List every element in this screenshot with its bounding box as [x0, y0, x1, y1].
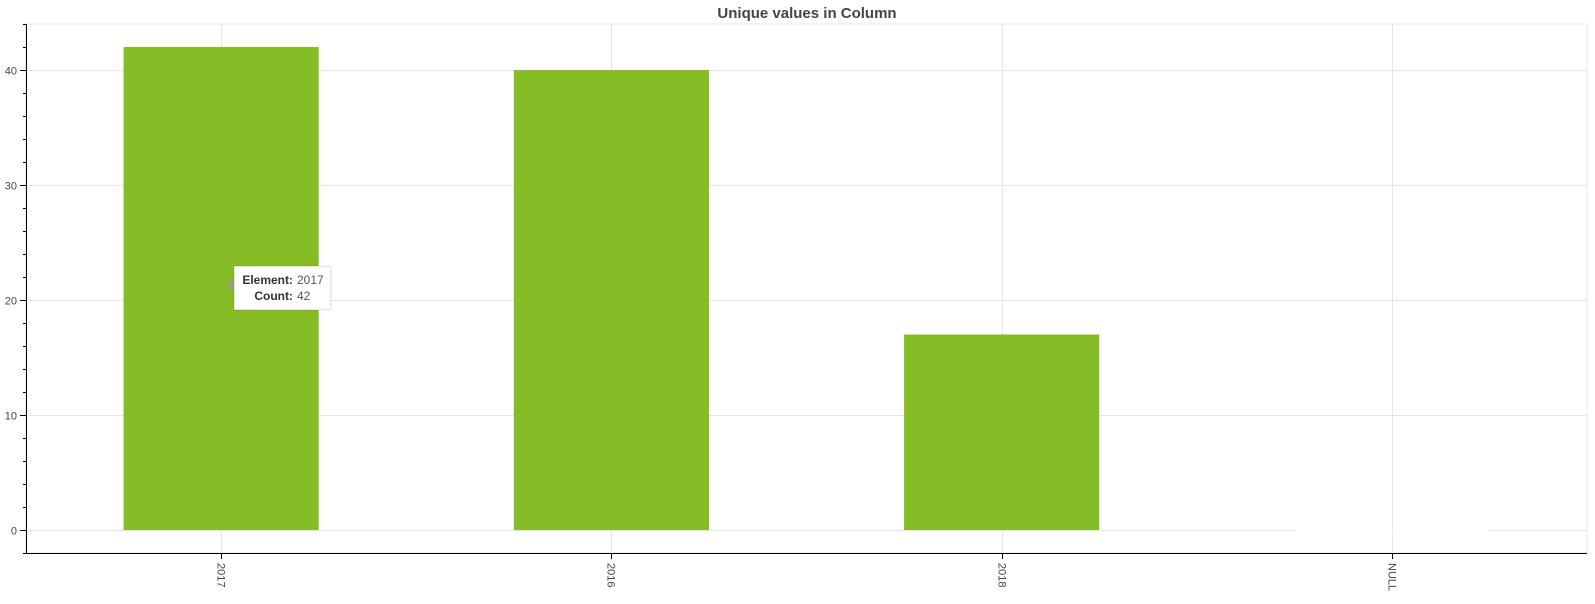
- axes: 0 10 20 30 40 2017 2016 2018 NULL: [5, 24, 1587, 591]
- tooltip-arrow: [226, 279, 233, 291]
- tooltip-element-value: 2017: [297, 273, 324, 287]
- bar-2018: [904, 334, 1100, 530]
- chart-title: Unique values in Column: [717, 5, 896, 22]
- y-tick-label: 20: [5, 296, 17, 308]
- y-tick-label: 0: [11, 526, 17, 538]
- hover-tooltip: Element: 2017 Count: 42: [234, 266, 331, 310]
- tooltip-count-value: 42: [297, 289, 311, 303]
- y-tick-label: 30: [5, 181, 17, 193]
- x-tick-label-2017: 2017: [215, 563, 227, 587]
- tooltip-element-label: Element:: [242, 273, 293, 287]
- x-tick-label-2018: 2018: [996, 563, 1008, 587]
- x-tick-label-NULL: NULL: [1386, 563, 1398, 591]
- x-tick-label-2016: 2016: [605, 563, 617, 587]
- bar-2016: [513, 70, 709, 530]
- tooltip-count-label: Count:: [254, 289, 293, 303]
- y-tick-label: 40: [5, 66, 17, 78]
- bar-NULL: [1294, 529, 1490, 531]
- y-tick-label: 10: [5, 411, 17, 423]
